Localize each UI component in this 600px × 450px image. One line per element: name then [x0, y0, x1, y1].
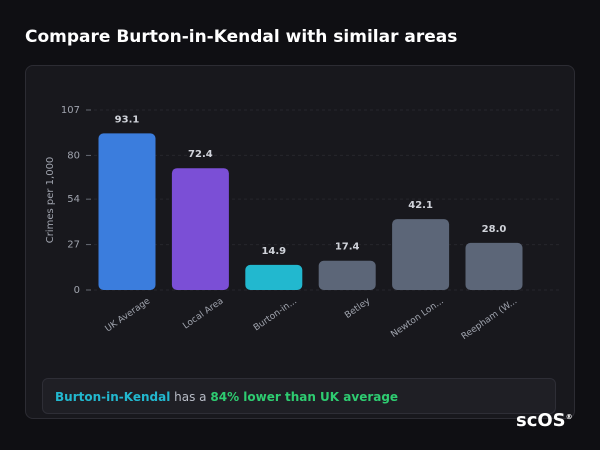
summary-area: Burton-in-Kendal	[55, 390, 171, 404]
logo-text: scOS	[516, 410, 566, 431]
bar	[245, 264, 303, 290]
x-tick-label: UK Average	[104, 296, 153, 334]
summary-highlight: 84% lower than UK average	[210, 390, 399, 404]
y-tick-label: 107	[61, 105, 80, 116]
logo-mark: ®	[565, 413, 573, 421]
y-tick-label: 0	[74, 285, 80, 296]
value-label: 93.1	[115, 114, 140, 125]
x-tick-label: Local Area	[181, 296, 225, 331]
bar	[392, 219, 450, 290]
x-tick-label: Betley	[343, 296, 373, 321]
value-label: 42.1	[408, 200, 433, 211]
bar	[98, 133, 156, 290]
bar	[171, 168, 229, 290]
y-axis-label: Crimes per 1,000	[45, 157, 56, 244]
bar	[318, 260, 376, 290]
value-label: 28.0	[482, 224, 507, 235]
summary-connector: has a	[174, 390, 207, 404]
x-tick-label: Newton Lon...	[389, 296, 445, 340]
y-tick-label: 80	[67, 150, 80, 161]
summary: Burton-in-Kendal has a 84% lower than UK…	[42, 378, 556, 414]
value-label: 72.4	[188, 149, 213, 160]
logo: scOS®	[516, 410, 573, 431]
bar	[465, 242, 523, 290]
x-tick-label: Burton-in...	[252, 296, 299, 333]
y-tick-label: 27	[67, 240, 80, 251]
y-tick-label: 54	[67, 194, 80, 205]
x-tick-label: Reepham (W...	[460, 296, 519, 342]
value-label: 17.4	[335, 242, 360, 253]
value-label: 14.9	[261, 246, 286, 257]
chart-title: Compare Burton-in-Kendal with similar ar…	[25, 27, 457, 47]
